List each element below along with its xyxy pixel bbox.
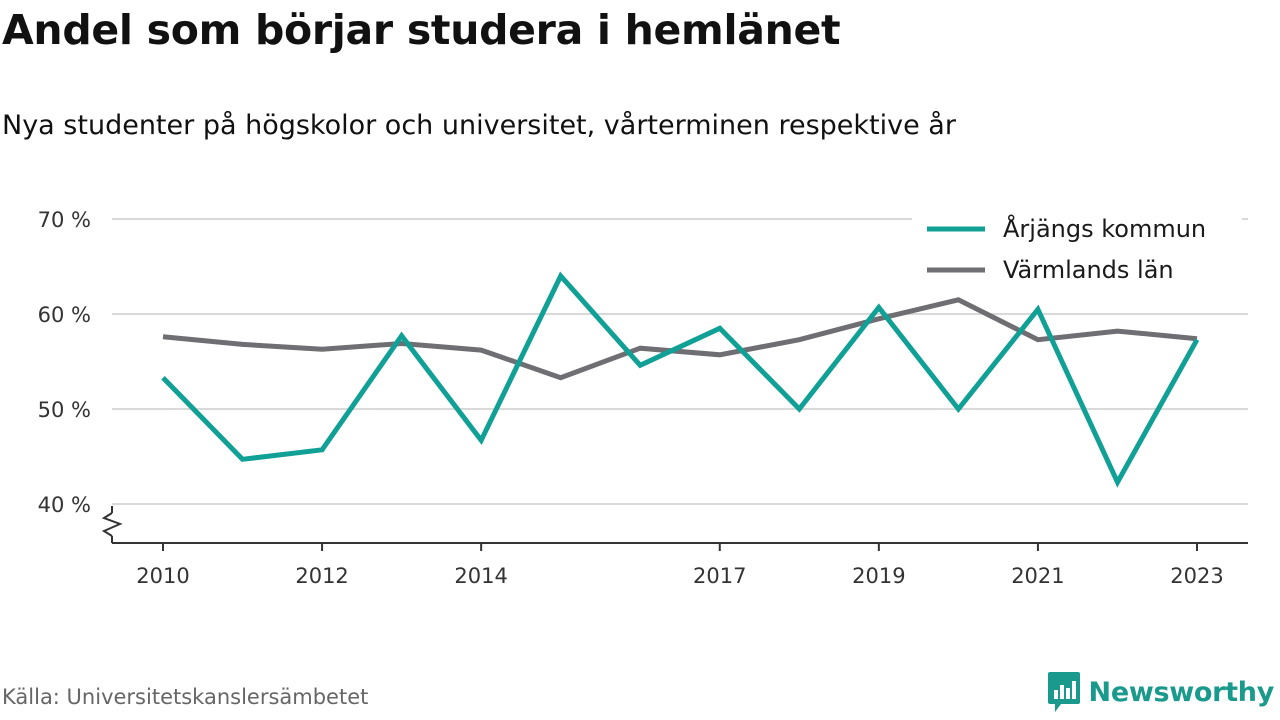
y-axis-ticks: 40 % 50 % 60 % 70 % — [38, 208, 91, 517]
y-tick-label: 60 % — [38, 303, 91, 327]
legend-label: Värmlands län — [1003, 256, 1174, 284]
legend-background — [912, 210, 1242, 296]
series-lines — [161, 271, 1200, 488]
y-axis-break — [101, 512, 123, 537]
x-axis-ticks: 2010 2012 2014 2017 2019 2021 2023 — [136, 543, 1224, 588]
y-tick-label: 50 % — [38, 398, 91, 422]
x-tick-label: 2021 — [1011, 564, 1064, 588]
x-tick-label: 2023 — [1170, 564, 1223, 588]
axes — [101, 506, 1248, 544]
legend-label: Årjängs kommun — [1003, 214, 1206, 243]
series-line-arjang — [161, 271, 1200, 488]
x-tick-label: 2017 — [693, 564, 746, 588]
brand-logo: Newsworthy — [1047, 672, 1274, 712]
chart-title: Andel som börjar studera i hemlänet — [2, 6, 841, 54]
chart-subtitle: Nya studenter på högskolor och universit… — [2, 110, 956, 141]
series-line-varmland — [162, 297, 1198, 381]
source-note: Källa: Universitetskanslersämbetet — [2, 685, 369, 709]
x-tick-label: 2010 — [136, 564, 189, 588]
legend: Årjängs kommun Värmlands län — [912, 210, 1242, 296]
bar-chart-logo-icon — [1047, 672, 1080, 712]
y-tick-label: 40 % — [38, 493, 91, 517]
brand-name: Newsworthy — [1088, 676, 1275, 708]
x-tick-label: 2019 — [852, 564, 905, 588]
x-tick-label: 2014 — [454, 564, 507, 588]
line-chart: 40 % 50 % 60 % 70 % 2010 2012 2014 2017 2019 202… — [38, 208, 1248, 588]
x-tick-label: 2012 — [295, 564, 348, 588]
y-tick-label: 70 % — [38, 208, 91, 232]
